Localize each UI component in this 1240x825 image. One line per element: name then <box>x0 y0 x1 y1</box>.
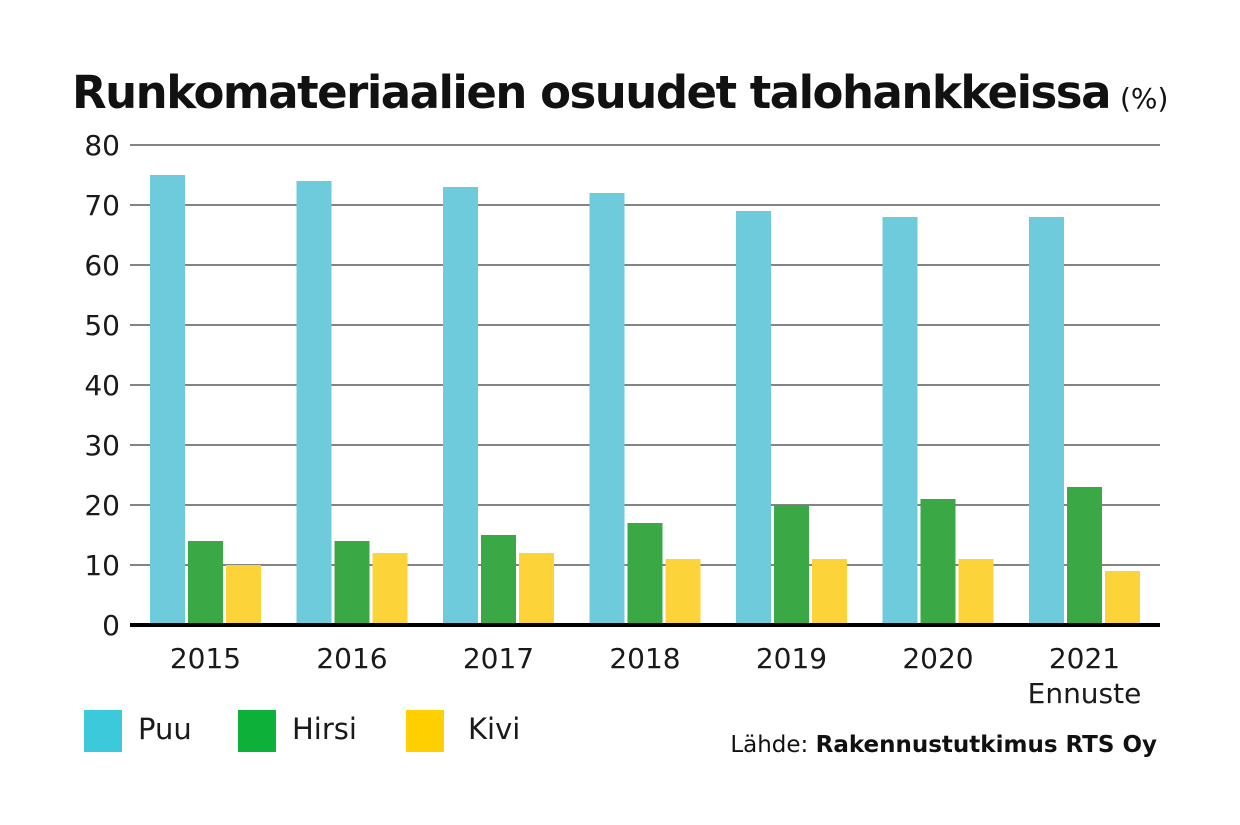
bar-hirsi-2017 <box>481 535 516 625</box>
bar-hirsi-2015 <box>188 541 223 625</box>
bar-puu-2021 <box>1029 217 1064 625</box>
bar-kivi-2017 <box>519 553 554 625</box>
y-tick-label: 0 <box>102 609 120 642</box>
chart-title: Runkomateriaalien osuudet talohankkeissa… <box>72 66 1168 119</box>
x-tick-label: 2019 <box>756 642 827 675</box>
bar-puu-2017 <box>443 187 478 625</box>
legend-swatch-hirsi <box>238 710 276 752</box>
bar-puu-2016 <box>296 181 332 625</box>
y-tick-label: 50 <box>84 309 120 342</box>
x-tick-label: 2018 <box>609 642 680 675</box>
bar-puu-2020 <box>882 217 918 625</box>
y-tick-label: 80 <box>84 129 120 162</box>
y-tick-label: 10 <box>84 549 120 582</box>
bar-kivi-2019 <box>812 559 847 625</box>
grid-lines <box>130 144 1160 566</box>
x-tick-label: 2017 <box>463 642 534 675</box>
bar-hirsi-2019 <box>774 505 809 625</box>
legend-label-kivi: Kivi <box>468 712 521 746</box>
source-name: Rakennustutkimus RTS Oy <box>815 732 1157 758</box>
bar-puu-2019 <box>736 211 771 625</box>
title-text: Runkomateriaalien osuudet talohankkeissa <box>72 66 1111 119</box>
bar-kivi-2018 <box>665 559 701 625</box>
bar-hirsi-2016 <box>334 541 370 625</box>
bar-hirsi-2018 <box>627 523 663 625</box>
x-tick-label: 2016 <box>316 642 387 675</box>
x-tick-sublabel: Ennuste <box>1028 677 1142 710</box>
y-tick-label: 30 <box>84 429 120 462</box>
bar-kivi-2020 <box>958 559 994 625</box>
legend-label-puu: Puu <box>138 712 192 746</box>
legend-swatch-puu <box>84 710 122 752</box>
y-tick-label: 70 <box>84 189 120 222</box>
bar-kivi-2016 <box>372 553 408 625</box>
bar-hirsi-2021 <box>1067 487 1102 625</box>
y-axis-ticks: 0 10 20 30 40 50 60 70 80 <box>84 129 120 642</box>
x-tick-label: 2020 <box>902 642 973 675</box>
y-tick-label: 60 <box>84 249 120 282</box>
bar-kivi-2021 <box>1105 571 1140 625</box>
source-prefix: Lähde: <box>730 732 809 758</box>
x-tick-label: 2021 <box>1049 642 1120 675</box>
bar-puu-2015 <box>150 175 185 625</box>
legend-swatch-kivi <box>406 710 444 752</box>
source-note: Lähde: Rakennustutkimus RTS Oy <box>730 732 1157 758</box>
x-tick-label: 2015 <box>170 642 241 675</box>
bars <box>150 175 1140 625</box>
y-tick-label: 40 <box>84 369 120 402</box>
title-unit: (%) <box>1119 82 1169 115</box>
y-tick-label: 20 <box>84 489 120 522</box>
bar-hirsi-2020 <box>920 499 956 625</box>
legend-label-hirsi: Hirsi <box>292 712 357 746</box>
bar-puu-2018 <box>589 193 625 625</box>
bar-kivi-2015 <box>226 565 261 625</box>
